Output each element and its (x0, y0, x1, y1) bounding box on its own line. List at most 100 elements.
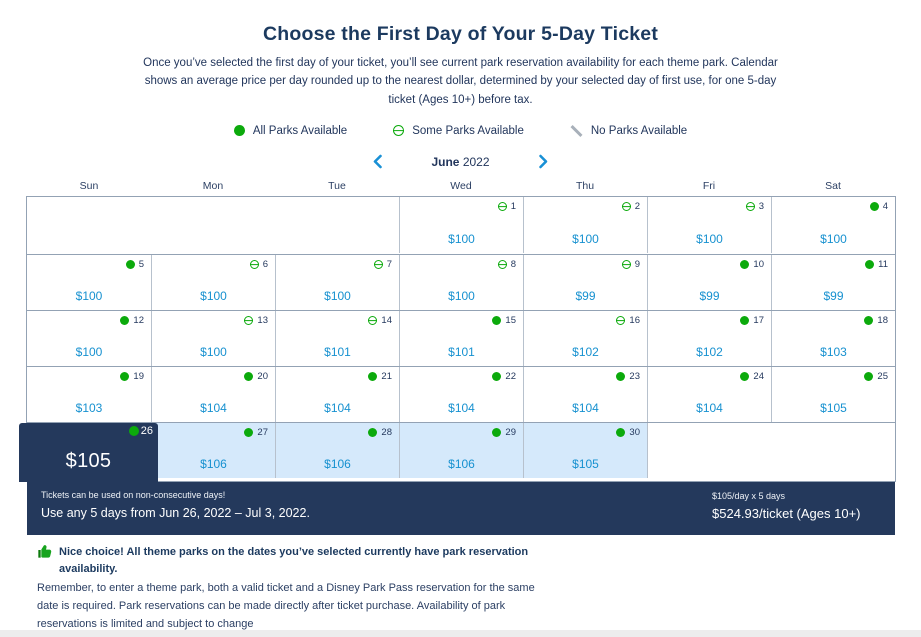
chevron-right-icon (539, 154, 548, 169)
calendar-day-11[interactable]: 11 $99 (771, 255, 895, 310)
availability-legend: All Parks Available Some Parks Available… (0, 124, 921, 137)
all-parks-icon (740, 372, 750, 381)
calendar-day-1[interactable]: 1 $100 (399, 197, 523, 253)
calendar-day-4[interactable]: 4 $100 (771, 197, 895, 253)
some-parks-icon (497, 260, 507, 269)
some-parks-icon (745, 202, 755, 211)
day-number: 4 (882, 201, 888, 212)
all-parks-icon (244, 372, 254, 381)
calendar-day-24[interactable]: 24 $104 (647, 367, 771, 422)
day-price: $99 (699, 289, 720, 303)
all-parks-icon (616, 372, 626, 381)
day-number: 15 (505, 315, 516, 326)
legend-some-parks: Some Parks Available (393, 125, 524, 137)
date-range-text: Use any 5 days from Jun 26, 2022 – Jul 3… (41, 506, 310, 520)
all-parks-icon (368, 428, 378, 437)
some-parks-icon (616, 316, 626, 325)
non-consecutive-note: Tickets can be used on non-consecutive d… (41, 490, 226, 500)
selected-day-number: 26 (140, 425, 153, 437)
calendar-day-15[interactable]: 15 $101 (399, 311, 523, 366)
day-number: 23 (629, 371, 640, 382)
calendar-day-23[interactable]: 23 $104 (523, 367, 647, 422)
weekday-tue: Tue (328, 180, 346, 192)
day-price: $103 (820, 345, 847, 359)
selected-day-cell[interactable]: 26 $105 (19, 423, 158, 482)
day-number: 7 (386, 259, 392, 270)
day-price: $106 (448, 457, 475, 471)
day-number: 6 (262, 259, 268, 270)
day-price: $100 (448, 232, 475, 246)
calendar-day-8[interactable]: 8 $100 (399, 255, 523, 310)
note-body: Remember, to enter a theme park, both a … (37, 582, 535, 630)
some-parks-icon (621, 260, 631, 269)
calendar-day-13[interactable]: 13 $100 (151, 311, 275, 366)
day-number: 9 (634, 259, 640, 270)
day-number: 8 (510, 259, 516, 270)
calendar-day-30[interactable]: 30 $105 (523, 423, 647, 478)
calendar-day-28[interactable]: 28 $106 (275, 423, 399, 478)
day-number: 30 (629, 427, 640, 438)
all-parks-icon (492, 428, 502, 437)
reservation-note: Nice choice! All theme parks on the date… (37, 544, 567, 633)
calendar-day-2[interactable]: 2 $100 (523, 197, 647, 253)
legend-label: No Parks Available (590, 124, 688, 137)
day-number: 28 (381, 427, 392, 438)
weekday-fri: Fri (702, 180, 716, 192)
calendar-day-12[interactable]: 12 $100 (27, 311, 151, 366)
calendar-week-3: 12 $100 13 $100 14 $101 15 $101 16 $102 17 $10… (27, 310, 895, 366)
day-number: 22 (505, 371, 516, 382)
day-number: 18 (877, 315, 888, 326)
per-day-price: $105/day x 5 days (712, 491, 786, 501)
all-parks-icon (492, 372, 502, 381)
day-number: 27 (257, 427, 268, 438)
calendar-day-27[interactable]: 27 $106 (151, 423, 275, 478)
page-description: Once you’ve selected the first day of yo… (143, 57, 778, 106)
day-price: $100 (200, 345, 227, 359)
day-number: 3 (758, 201, 764, 212)
ticket-total-price: $524.93/ticket (Ages 10+) (712, 506, 861, 521)
calendar-day-9[interactable]: 9 $99 (523, 255, 647, 310)
thumbs-up-icon (38, 545, 52, 558)
calendar-day-22[interactable]: 22 $104 (399, 367, 523, 422)
empty-leading-days (27, 197, 399, 253)
some-parks-icon (368, 316, 378, 325)
calendar-day-17[interactable]: 17 $102 (647, 311, 771, 366)
previous-month-button[interactable] (370, 152, 385, 171)
day-price: $105 (572, 457, 599, 471)
all-parks-icon (244, 428, 254, 437)
weekday-wed: Wed (450, 180, 472, 192)
all-parks-icon (740, 316, 750, 325)
empty-trailing-days (647, 423, 895, 478)
calendar-day-25[interactable]: 25 $105 (771, 367, 895, 422)
legend-all-parks: All Parks Available (233, 125, 347, 137)
next-month-button[interactable] (536, 152, 551, 171)
calendar-day-20[interactable]: 20 $104 (151, 367, 275, 422)
some-parks-icon (373, 260, 383, 269)
day-price: $106 (200, 457, 227, 471)
all-parks-icon (368, 372, 378, 381)
day-number: 5 (138, 259, 144, 270)
day-price: $104 (572, 401, 599, 415)
calendar-day-19[interactable]: 19 $103 (27, 367, 151, 422)
calendar-day-18[interactable]: 18 $103 (771, 311, 895, 366)
day-price: $100 (696, 232, 723, 246)
calendar-day-21[interactable]: 21 $104 (275, 367, 399, 422)
calendar-day-3[interactable]: 3 $100 (647, 197, 771, 253)
all-parks-icon (120, 316, 130, 325)
calendar-day-5[interactable]: 5 $100 (27, 255, 151, 310)
calendar-day-14[interactable]: 14 $101 (275, 311, 399, 366)
day-price: $100 (75, 289, 103, 303)
day-number: 12 (133, 315, 144, 326)
day-price: $105 (820, 401, 847, 415)
some-parks-icon (249, 260, 259, 269)
calendar-day-10[interactable]: 10 $99 (647, 255, 771, 310)
calendar-day-7[interactable]: 7 $100 (275, 255, 399, 310)
weekday-mon: Mon (202, 180, 224, 192)
calendar-day-29[interactable]: 29 $106 (399, 423, 523, 478)
all-parks-icon (864, 316, 874, 325)
day-number: 1 (510, 201, 516, 212)
day-number: 2 (634, 201, 640, 212)
calendar-day-6[interactable]: 6 $100 (151, 255, 275, 310)
calendar-day-16[interactable]: 16 $102 (523, 311, 647, 366)
day-price: $100 (200, 289, 227, 303)
